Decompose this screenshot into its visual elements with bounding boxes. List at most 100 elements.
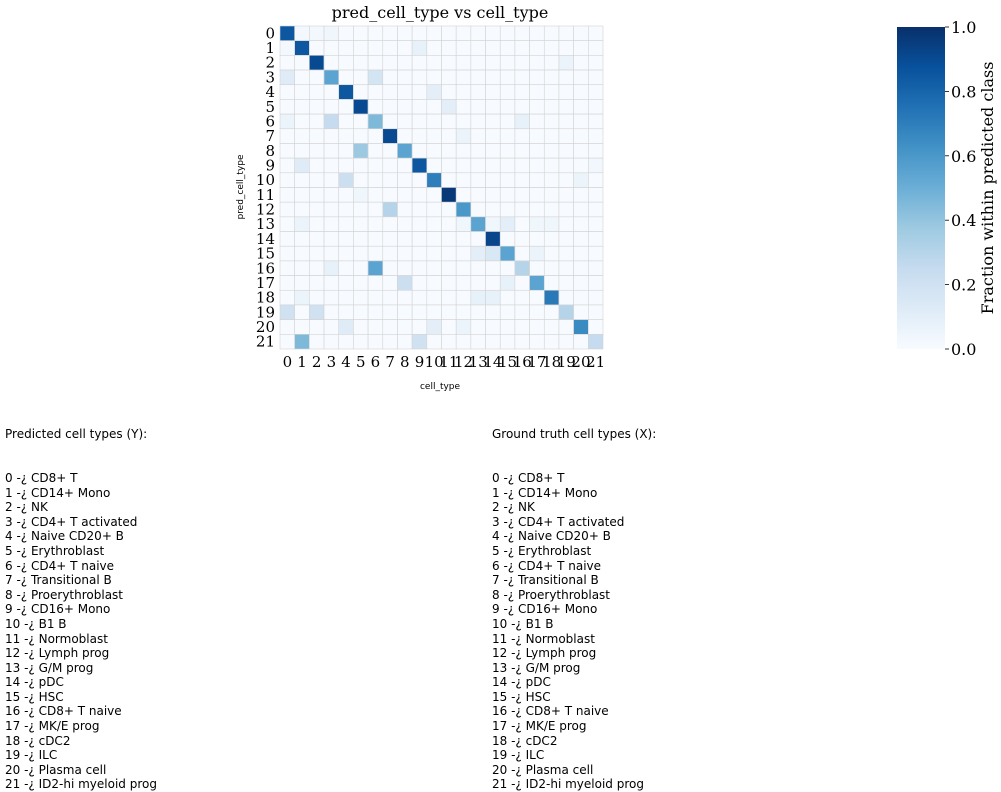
heatmap-cell bbox=[573, 128, 589, 144]
heatmap-cell bbox=[455, 187, 472, 203]
heatmap-cell bbox=[543, 25, 560, 41]
heatmap-cell bbox=[573, 216, 589, 232]
legend-item: 9 -¿ CD16+ Mono bbox=[492, 602, 598, 617]
heatmap-cell bbox=[279, 128, 295, 144]
heatmap-cell bbox=[543, 289, 560, 306]
heatmap-cell bbox=[397, 69, 413, 86]
heatmap-cell bbox=[573, 231, 589, 247]
heatmap-cell bbox=[485, 245, 501, 262]
heatmap-cell bbox=[558, 275, 574, 291]
heatmap-cell bbox=[514, 245, 530, 262]
heatmap-cell bbox=[338, 304, 354, 320]
heatmap-cell bbox=[279, 289, 295, 306]
heatmap-cell bbox=[353, 84, 369, 100]
legend-item: 19 -¿ ILC bbox=[5, 748, 58, 763]
heatmap-cell bbox=[455, 84, 472, 100]
y-tick-label: 6 bbox=[265, 112, 275, 130]
heatmap-cell bbox=[367, 289, 384, 306]
heatmap-cell bbox=[514, 113, 530, 130]
heatmap-cell bbox=[558, 99, 574, 115]
x-tick-label: 11 bbox=[439, 353, 458, 371]
heatmap-cell bbox=[294, 55, 310, 71]
heatmap-cell bbox=[543, 113, 560, 130]
y-tick-label: 2 bbox=[265, 54, 275, 72]
heatmap-cell bbox=[485, 113, 501, 130]
heatmap-cell bbox=[514, 157, 530, 174]
heatmap-cell bbox=[485, 334, 501, 350]
heatmap-cell bbox=[382, 113, 398, 130]
heatmap-cell bbox=[367, 69, 384, 86]
heatmap-cell bbox=[588, 55, 604, 71]
heatmap-cell bbox=[397, 143, 413, 159]
heatmap-cell bbox=[455, 275, 472, 291]
colorbar bbox=[897, 27, 945, 349]
heatmap-cell bbox=[279, 304, 295, 320]
heatmap-cell bbox=[411, 172, 428, 188]
heatmap-cell bbox=[441, 113, 457, 130]
heatmap-cell bbox=[455, 69, 472, 86]
heatmap-cell bbox=[309, 25, 325, 41]
heatmap-cell bbox=[294, 334, 310, 350]
heatmap-cell bbox=[529, 113, 545, 130]
heatmap-cell bbox=[323, 319, 340, 335]
heatmap-cell bbox=[294, 157, 310, 174]
heatmap-cell bbox=[382, 84, 398, 100]
legend-item: 7 -¿ Transitional B bbox=[5, 573, 112, 588]
heatmap-cell bbox=[455, 260, 472, 276]
legend-item: 6 -¿ CD4+ T naive bbox=[5, 558, 115, 573]
heatmap-cell bbox=[294, 289, 310, 306]
legend-item: 13 -¿ G/M prog bbox=[492, 660, 581, 675]
heatmap-cell bbox=[529, 245, 545, 262]
heatmap-cell bbox=[470, 55, 486, 71]
x-tick-label: 8 bbox=[400, 353, 410, 371]
heatmap-cell bbox=[441, 55, 457, 71]
heatmap-cell bbox=[323, 55, 340, 71]
heatmap-cell bbox=[529, 55, 545, 71]
heatmap-cell bbox=[338, 40, 354, 56]
heatmap-cell bbox=[455, 40, 472, 56]
heatmap-cell bbox=[470, 128, 486, 144]
heatmap-cell bbox=[485, 128, 501, 144]
heatmap-cell bbox=[367, 275, 384, 291]
heatmap-cell bbox=[367, 231, 384, 247]
heatmap-cell bbox=[485, 304, 501, 320]
heatmap-cell bbox=[338, 216, 354, 232]
heatmap-cell bbox=[514, 260, 530, 276]
heatmap-cell bbox=[367, 99, 384, 115]
heatmap-cell bbox=[573, 304, 589, 320]
heatmap-cell bbox=[426, 319, 442, 335]
heatmap-cell bbox=[514, 334, 530, 350]
x-tick-label: 3 bbox=[327, 353, 337, 371]
heatmap-cell bbox=[588, 289, 604, 306]
heatmap-cell bbox=[397, 157, 413, 174]
heatmap-cell bbox=[279, 69, 295, 86]
heatmap-cell bbox=[294, 113, 310, 130]
heatmap-cell bbox=[588, 245, 604, 262]
x-tick-label: 9 bbox=[415, 353, 425, 371]
x-tick-label: 4 bbox=[341, 353, 351, 371]
heatmap-cell bbox=[529, 69, 545, 86]
heatmap-cell bbox=[323, 172, 340, 188]
colorbar-tick-label: 0.6 bbox=[951, 147, 976, 166]
y-tick-label: 5 bbox=[265, 98, 275, 116]
heatmap-cell bbox=[338, 319, 354, 335]
heatmap-cell bbox=[309, 143, 325, 159]
heatmap-cell bbox=[499, 319, 516, 335]
heatmap-cell bbox=[529, 143, 545, 159]
heatmap-cell bbox=[514, 84, 530, 100]
heatmap-cell bbox=[499, 216, 516, 232]
heatmap-cell bbox=[543, 304, 560, 320]
heatmap-cell bbox=[323, 187, 340, 203]
heatmap-cell bbox=[426, 187, 442, 203]
heatmap-cell bbox=[499, 334, 516, 350]
predicted-legend-title: Predicted cell types (Y): bbox=[5, 427, 148, 442]
heatmap-cell bbox=[309, 334, 325, 350]
heatmap-cell bbox=[279, 40, 295, 56]
heatmap-cell bbox=[588, 275, 604, 291]
heatmap-cell bbox=[588, 216, 604, 232]
heatmap-cell bbox=[338, 245, 354, 262]
confusion-heatmap-figure: pred_cell_type vs cell_type 012345678910… bbox=[236, 3, 997, 392]
heatmap-cell bbox=[485, 319, 501, 335]
heatmap-cell bbox=[338, 275, 354, 291]
